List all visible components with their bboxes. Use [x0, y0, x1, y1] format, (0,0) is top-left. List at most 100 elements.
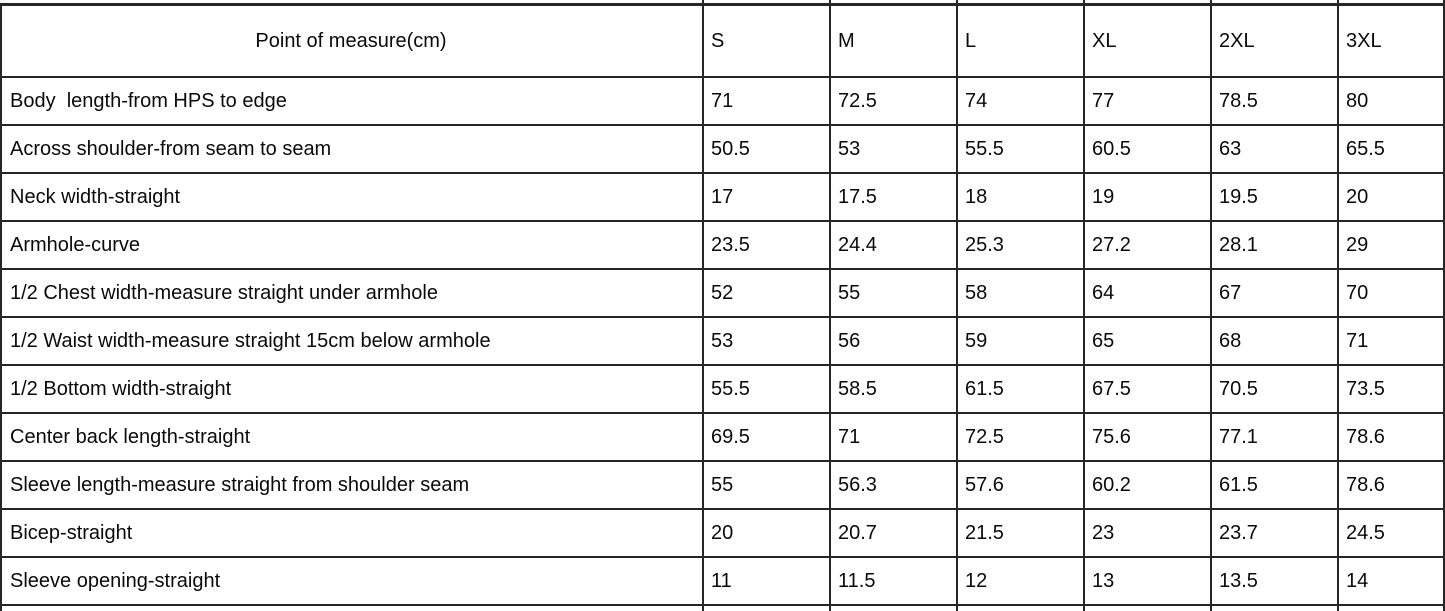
value-cell: 53	[702, 316, 829, 364]
value-cell: 24.5	[1337, 508, 1445, 556]
value-cell: 55	[829, 268, 956, 316]
header-size-cell: S	[702, 3, 829, 76]
header-size-cell: 3XL	[1337, 3, 1445, 76]
value-cell: 50.5	[702, 124, 829, 172]
value-cell: 74	[956, 76, 1083, 124]
value-cell: 61.5	[956, 364, 1083, 412]
header-size-cell: 2XL	[1210, 3, 1337, 76]
value-cell: 11.5	[829, 556, 956, 604]
value-cell: 59	[956, 316, 1083, 364]
cropped-row-stub	[829, 0, 956, 3]
cropped-row-stub	[1083, 0, 1210, 3]
value-cell: 64	[1083, 268, 1210, 316]
cropped-row-stub	[702, 604, 829, 611]
value-cell: 20	[1337, 172, 1445, 220]
value-cell: 23.5	[702, 220, 829, 268]
value-cell: 17	[702, 172, 829, 220]
value-cell: 18	[956, 172, 1083, 220]
value-cell: 29	[1337, 220, 1445, 268]
value-cell: 68	[1210, 316, 1337, 364]
value-cell: 20	[702, 508, 829, 556]
value-cell: 28.1	[1210, 220, 1337, 268]
value-cell: 61.5	[1210, 460, 1337, 508]
value-cell: 55	[702, 460, 829, 508]
row-label-cell: Body length-from HPS to edge	[0, 76, 702, 124]
value-cell: 78.6	[1337, 460, 1445, 508]
value-cell: 12	[956, 556, 1083, 604]
value-cell: 67.5	[1083, 364, 1210, 412]
row-label-cell: Bicep-straight	[0, 508, 702, 556]
value-cell: 71	[829, 412, 956, 460]
value-cell: 58	[956, 268, 1083, 316]
value-cell: 23	[1083, 508, 1210, 556]
value-cell: 17.5	[829, 172, 956, 220]
header-size-cell: XL	[1083, 3, 1210, 76]
value-cell: 65	[1083, 316, 1210, 364]
value-cell: 75.6	[1083, 412, 1210, 460]
value-cell: 77	[1083, 76, 1210, 124]
header-size-cell: M	[829, 3, 956, 76]
value-cell: 60.5	[1083, 124, 1210, 172]
value-cell: 19	[1083, 172, 1210, 220]
cropped-row-stub	[829, 604, 956, 611]
row-label-cell: 1/2 Bottom width-straight	[0, 364, 702, 412]
value-cell: 14	[1337, 556, 1445, 604]
cropped-row-stub	[1337, 604, 1445, 611]
row-label-cell: Armhole-curve	[0, 220, 702, 268]
value-cell: 13	[1083, 556, 1210, 604]
value-cell: 55.5	[702, 364, 829, 412]
value-cell: 57.6	[956, 460, 1083, 508]
value-cell: 27.2	[1083, 220, 1210, 268]
row-label-cell: Neck width-straight	[0, 172, 702, 220]
row-label-cell: Center back length-straight	[0, 412, 702, 460]
value-cell: 20.7	[829, 508, 956, 556]
value-cell: 78.6	[1337, 412, 1445, 460]
value-cell: 63	[1210, 124, 1337, 172]
row-label-cell: Sleeve opening-straight	[0, 556, 702, 604]
cropped-row-stub	[0, 604, 702, 611]
value-cell: 78.5	[1210, 76, 1337, 124]
row-label-cell: 1/2 Chest width-measure straight under a…	[0, 268, 702, 316]
cropped-row-stub	[1210, 0, 1337, 3]
value-cell: 73.5	[1337, 364, 1445, 412]
row-label-cell: Sleeve length-measure straight from shou…	[0, 460, 702, 508]
value-cell: 24.4	[829, 220, 956, 268]
cropped-row-stub	[1083, 604, 1210, 611]
cropped-row-stub	[1210, 604, 1337, 611]
value-cell: 55.5	[956, 124, 1083, 172]
header-size-cell: L	[956, 3, 1083, 76]
value-cell: 19.5	[1210, 172, 1337, 220]
value-cell: 52	[702, 268, 829, 316]
value-cell: 71	[1337, 316, 1445, 364]
value-cell: 71	[702, 76, 829, 124]
value-cell: 80	[1337, 76, 1445, 124]
value-cell: 21.5	[956, 508, 1083, 556]
value-cell: 53	[829, 124, 956, 172]
value-cell: 25.3	[956, 220, 1083, 268]
cropped-row-stub	[0, 0, 702, 3]
value-cell: 65.5	[1337, 124, 1445, 172]
value-cell: 13.5	[1210, 556, 1337, 604]
cropped-row-stub	[1337, 0, 1445, 3]
value-cell: 56.3	[829, 460, 956, 508]
row-label-cell: 1/2 Waist width-measure straight 15cm be…	[0, 316, 702, 364]
value-cell: 56	[829, 316, 956, 364]
header-measure-cell: Point of measure(cm)	[0, 3, 702, 76]
value-cell: 77.1	[1210, 412, 1337, 460]
row-label-cell: Across shoulder-from seam to seam	[0, 124, 702, 172]
value-cell: 72.5	[956, 412, 1083, 460]
value-cell: 58.5	[829, 364, 956, 412]
value-cell: 11	[702, 556, 829, 604]
value-cell: 67	[1210, 268, 1337, 316]
value-cell: 70.5	[1210, 364, 1337, 412]
cropped-row-stub	[956, 0, 1083, 3]
value-cell: 69.5	[702, 412, 829, 460]
value-cell: 60.2	[1083, 460, 1210, 508]
value-cell: 70	[1337, 268, 1445, 316]
cropped-row-stub	[956, 604, 1083, 611]
value-cell: 72.5	[829, 76, 956, 124]
cropped-row-stub	[702, 0, 829, 3]
value-cell: 23.7	[1210, 508, 1337, 556]
